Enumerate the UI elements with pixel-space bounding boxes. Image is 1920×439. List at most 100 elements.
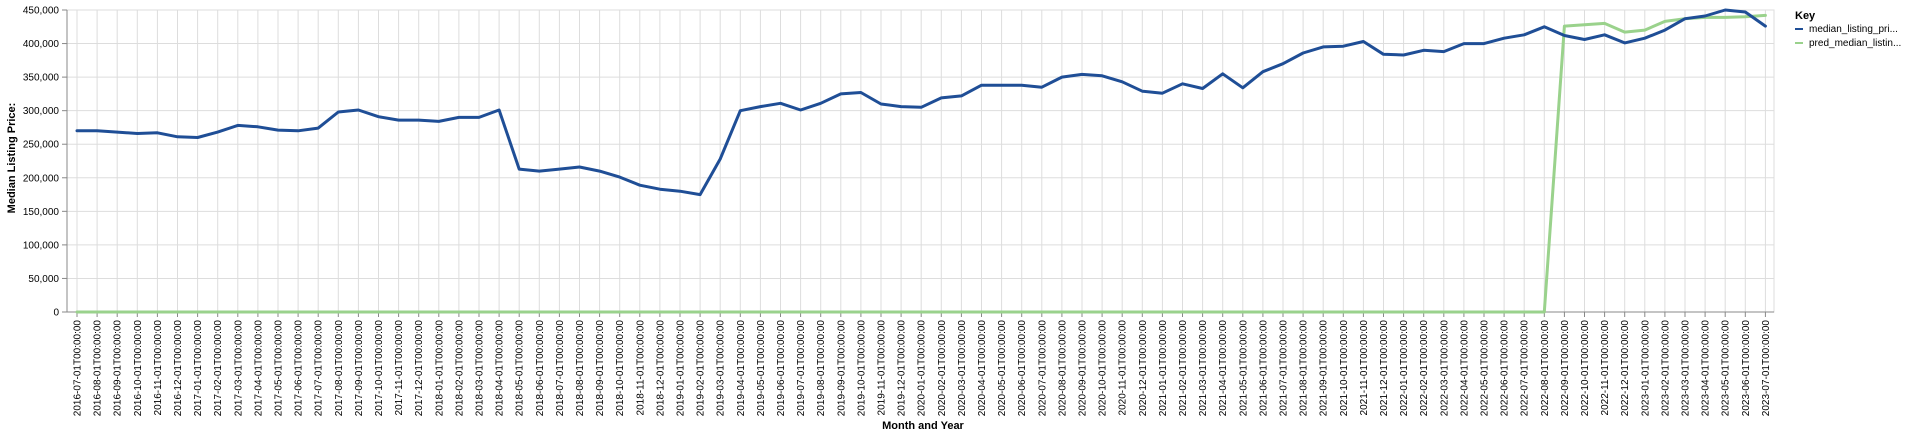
x-tick-label: 2017-12-01T00:00:00 bbox=[414, 320, 425, 417]
x-tick-label: 2016-10-01T00:00:00 bbox=[133, 320, 144, 417]
y-tick-label: 450,000 bbox=[23, 6, 60, 17]
x-tick-label: 2022-08-01T00:00:00 bbox=[1540, 320, 1551, 417]
x-tick-label: 2017-04-01T00:00:00 bbox=[253, 320, 264, 417]
x-tick-label: 2018-09-01T00:00:00 bbox=[595, 320, 606, 417]
x-tick-label: 2019-06-01T00:00:00 bbox=[776, 320, 787, 417]
x-tick-label: 2023-04-01T00:00:00 bbox=[1701, 320, 1712, 417]
y-axis-title: Median Listing Price: bbox=[6, 103, 18, 214]
x-tick-label: 2023-02-01T00:00:00 bbox=[1660, 320, 1671, 417]
x-tick-label: 2023-07-01T00:00:00 bbox=[1761, 320, 1772, 417]
x-tick-label: 2020-05-01T00:00:00 bbox=[997, 320, 1008, 417]
x-tick-label: 2021-10-01T00:00:00 bbox=[1339, 320, 1350, 417]
legend-label: median_listing_pri... bbox=[1809, 24, 1898, 35]
x-tick-label: 2020-08-01T00:00:00 bbox=[1057, 320, 1068, 417]
x-tick-label: 2021-11-01T00:00:00 bbox=[1359, 320, 1370, 416]
x-tick-label: 2021-08-01T00:00:00 bbox=[1299, 320, 1310, 417]
x-tick-label: 2018-03-01T00:00:00 bbox=[475, 320, 486, 417]
x-tick-label: 2020-12-01T00:00:00 bbox=[1138, 320, 1149, 417]
plot-frame bbox=[66, 9, 1775, 313]
y-tick-label: 50,000 bbox=[28, 274, 59, 285]
x-tick-label: 2017-07-01T00:00:00 bbox=[314, 320, 325, 417]
x-tick-label: 2019-11-01T00:00:00 bbox=[877, 320, 888, 416]
x-tick-label: 2019-09-01T00:00:00 bbox=[836, 320, 847, 417]
x-tick-label: 2021-03-01T00:00:00 bbox=[1198, 320, 1209, 417]
x-tick-label: 2021-09-01T00:00:00 bbox=[1319, 320, 1330, 417]
x-tick-label: 2016-09-01T00:00:00 bbox=[113, 320, 124, 417]
x-tick-label: 2020-04-01T00:00:00 bbox=[977, 320, 988, 417]
x-tick-label: 2021-04-01T00:00:00 bbox=[1218, 320, 1229, 417]
x-tick-label: 2020-11-01T00:00:00 bbox=[1118, 320, 1129, 416]
legend-title: Key bbox=[1795, 10, 1816, 22]
x-tick-label: 2017-05-01T00:00:00 bbox=[274, 320, 285, 417]
x-tick-label: 2019-07-01T00:00:00 bbox=[796, 320, 807, 417]
series-line-1 bbox=[75, 8, 1767, 197]
x-tick-label: 2018-01-01T00:00:00 bbox=[434, 320, 445, 417]
x-tick-label: 2018-08-01T00:00:00 bbox=[575, 320, 586, 417]
x-tick-label: 2022-12-01T00:00:00 bbox=[1620, 320, 1631, 417]
x-tick-label: 2023-01-01T00:00:00 bbox=[1640, 320, 1651, 417]
x-tick-label: 2021-01-01T00:00:00 bbox=[1158, 320, 1169, 417]
x-tick-label: 2016-12-01T00:00:00 bbox=[173, 320, 184, 417]
x-tick-label: 2018-11-01T00:00:00 bbox=[635, 320, 646, 416]
y-tick-label: 100,000 bbox=[23, 240, 60, 251]
x-tick-label: 2017-01-01T00:00:00 bbox=[193, 320, 204, 417]
legend-label: pred_median_listin... bbox=[1809, 38, 1901, 49]
y-tick-label: 350,000 bbox=[23, 73, 60, 84]
x-tick-label: 2018-07-01T00:00:00 bbox=[555, 320, 566, 417]
x-tick-label: 2018-12-01T00:00:00 bbox=[655, 320, 666, 417]
legend: Key median_listing_pri... pred_median_lis… bbox=[1795, 10, 1901, 49]
x-tick-label: 2019-10-01T00:00:00 bbox=[856, 320, 867, 417]
x-tick-label: 2017-10-01T00:00:00 bbox=[374, 320, 385, 417]
x-tick-label: 2018-02-01T00:00:00 bbox=[454, 320, 465, 417]
x-tick-label: 2018-05-01T00:00:00 bbox=[515, 320, 526, 417]
x-tick-label: 2022-06-01T00:00:00 bbox=[1500, 320, 1511, 417]
y-tick-label: 250,000 bbox=[23, 140, 60, 151]
x-tick-label: 2020-06-01T00:00:00 bbox=[1017, 320, 1028, 417]
y-tick-label: 400,000 bbox=[23, 39, 60, 50]
x-tick-label: 2021-06-01T00:00:00 bbox=[1258, 320, 1269, 417]
y-tick-label: 200,000 bbox=[23, 173, 60, 184]
x-tick-label: 2021-02-01T00:00:00 bbox=[1178, 320, 1189, 417]
axes: 0 50,000 100,000 150,000 200,000 250,000 300,0… bbox=[23, 6, 1774, 417]
series-lines bbox=[75, 8, 1767, 314]
x-tick-label: 2023-06-01T00:00:00 bbox=[1741, 320, 1752, 417]
x-tick-label: 2017-02-01T00:00:00 bbox=[213, 320, 224, 417]
x-tick-label: 2016-07-01T00:00:00 bbox=[73, 320, 84, 417]
x-tick-label: 2018-06-01T00:00:00 bbox=[535, 320, 546, 417]
x-tick-label: 2019-08-01T00:00:00 bbox=[816, 320, 827, 417]
x-tick-label: 2021-12-01T00:00:00 bbox=[1379, 320, 1390, 417]
y-tick-label: 0 bbox=[53, 308, 59, 319]
x-tick-label: 2022-07-01T00:00:00 bbox=[1520, 320, 1531, 417]
x-tick-label: 2016-08-01T00:00:00 bbox=[93, 320, 104, 417]
legend-items: median_listing_pri... pred_median_listin.… bbox=[1795, 24, 1901, 49]
x-tick-label: 2019-05-01T00:00:00 bbox=[756, 320, 767, 417]
x-tick-label: 2022-04-01T00:00:00 bbox=[1459, 320, 1470, 417]
y-tick-label: 150,000 bbox=[23, 207, 60, 218]
x-tick-label: 2018-10-01T00:00:00 bbox=[615, 320, 626, 417]
x-tick-label: 2022-01-01T00:00:00 bbox=[1399, 320, 1410, 417]
x-tick-label: 2019-12-01T00:00:00 bbox=[897, 320, 908, 417]
x-tick-label: 2016-11-01T00:00:00 bbox=[153, 320, 164, 416]
x-tick-label: 2021-07-01T00:00:00 bbox=[1279, 320, 1290, 417]
x-tick-label: 2023-03-01T00:00:00 bbox=[1681, 320, 1692, 417]
x-tick-label: 2020-10-01T00:00:00 bbox=[1098, 320, 1109, 417]
x-tick-label: 2017-06-01T00:00:00 bbox=[294, 320, 305, 417]
x-tick-label: 2019-01-01T00:00:00 bbox=[676, 320, 687, 417]
x-tick-label: 2019-02-01T00:00:00 bbox=[696, 320, 707, 417]
x-tick-label: 2017-11-01T00:00:00 bbox=[394, 320, 405, 416]
x-tick-label: 2017-08-01T00:00:00 bbox=[334, 320, 345, 417]
x-tick-label: 2022-05-01T00:00:00 bbox=[1480, 320, 1491, 417]
x-tick-label: 2022-02-01T00:00:00 bbox=[1419, 320, 1430, 417]
x-tick-label: 2021-05-01T00:00:00 bbox=[1238, 320, 1249, 417]
x-tick-label: 2022-11-01T00:00:00 bbox=[1600, 320, 1611, 416]
x-tick-label: 2020-03-01T00:00:00 bbox=[957, 320, 968, 417]
y-tick-label: 300,000 bbox=[23, 106, 60, 117]
x-tick-label: 2020-07-01T00:00:00 bbox=[1037, 320, 1048, 417]
x-tick-label: 2018-04-01T00:00:00 bbox=[495, 320, 506, 417]
gridlines bbox=[66, 9, 1775, 313]
x-tick-label: 2019-04-01T00:00:00 bbox=[736, 320, 747, 417]
x-axis-title: Month and Year bbox=[882, 420, 964, 432]
x-tick-label: 2022-10-01T00:00:00 bbox=[1580, 320, 1591, 417]
